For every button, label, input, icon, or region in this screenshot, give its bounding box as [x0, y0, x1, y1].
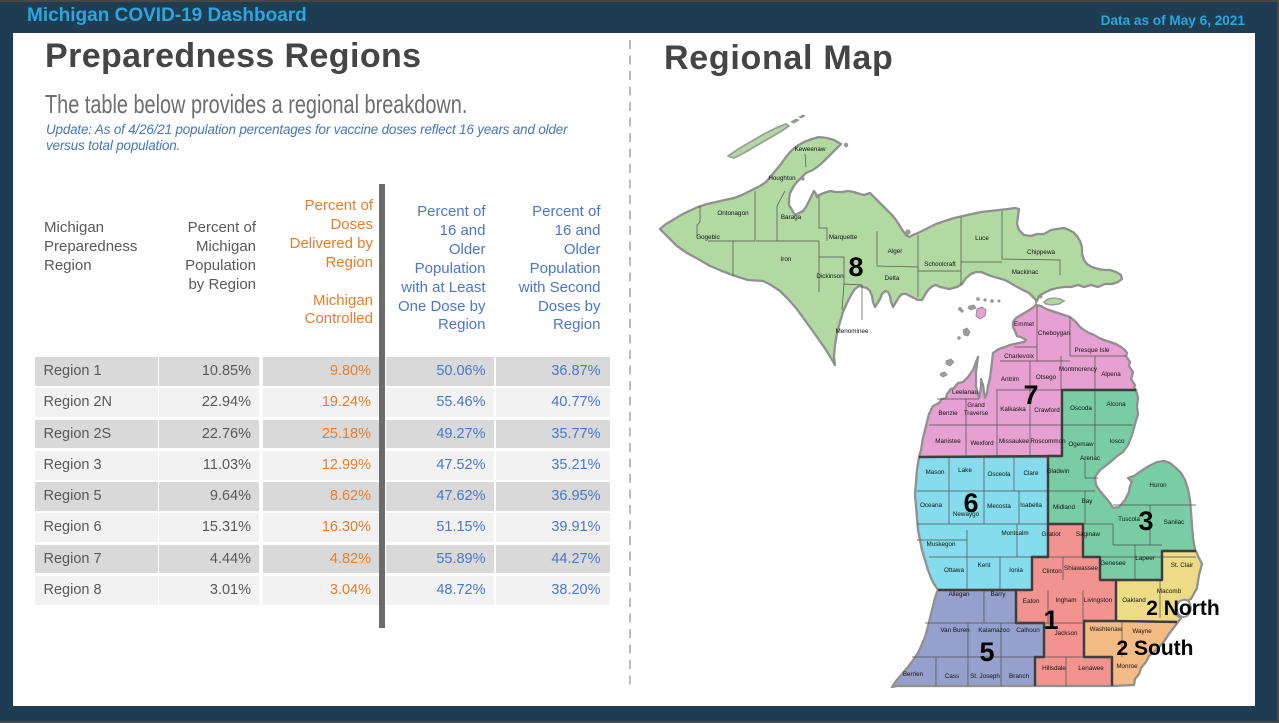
- svg-text:Emmet: Emmet: [1014, 321, 1034, 328]
- svg-text:Mecosta: Mecosta: [987, 503, 1011, 510]
- svg-text:Kalamazoo: Kalamazoo: [978, 627, 1010, 634]
- svg-text:Roscommon: Roscommon: [1030, 438, 1066, 445]
- svg-text:Alpena: Alpena: [1101, 371, 1121, 378]
- svg-text:Crawford: Crawford: [1034, 407, 1060, 414]
- svg-text:Newaygo: Newaygo: [953, 511, 980, 518]
- svg-text:6: 6: [963, 488, 978, 518]
- svg-text:Gratiot: Gratiot: [1042, 531, 1061, 538]
- svg-text:Hillsdale: Hillsdale: [1042, 665, 1066, 672]
- svg-text:Allegan: Allegan: [948, 591, 970, 598]
- svg-text:2 North: 2 North: [1146, 597, 1220, 620]
- svg-text:Iron: Iron: [781, 256, 792, 263]
- svg-text:Montcalm: Montcalm: [1001, 530, 1028, 537]
- svg-text:Missaukee: Missaukee: [999, 438, 1030, 445]
- svg-text:7: 7: [1023, 380, 1038, 410]
- svg-text:Marquette: Marquette: [829, 234, 858, 241]
- svg-text:Baraga: Baraga: [781, 214, 802, 221]
- svg-text:Washtenaw: Washtenaw: [1090, 626, 1123, 633]
- svg-text:Clare: Clare: [1023, 470, 1039, 477]
- svg-text:Oakland: Oakland: [1122, 597, 1146, 604]
- svg-text:Midland: Midland: [1053, 504, 1076, 511]
- svg-text:Oceana: Oceana: [920, 502, 943, 509]
- svg-text:Dickinson: Dickinson: [816, 273, 844, 280]
- svg-text:Houghton: Houghton: [768, 175, 796, 182]
- svg-text:Charlevoix: Charlevoix: [1004, 353, 1035, 360]
- svg-text:Benzie: Benzie: [938, 410, 958, 417]
- svg-text:Calhoun: Calhoun: [1016, 627, 1040, 634]
- svg-text:Berrien: Berrien: [903, 671, 924, 678]
- svg-text:Isabella: Isabella: [1020, 502, 1042, 509]
- svg-text:Sanilac: Sanilac: [1164, 519, 1185, 526]
- svg-text:St. Clair: St. Clair: [1171, 562, 1193, 569]
- svg-text:Genesee: Genesee: [1100, 560, 1126, 567]
- svg-text:Oscoda: Oscoda: [1070, 405, 1092, 412]
- svg-text:Alger: Alger: [888, 248, 903, 255]
- svg-text:Cass: Cass: [945, 673, 959, 680]
- svg-text:Wexford: Wexford: [970, 440, 994, 447]
- svg-text:Schoolcraft: Schoolcraft: [924, 261, 956, 268]
- svg-text:Wayne: Wayne: [1132, 628, 1152, 635]
- svg-text:Montmorency: Montmorency: [1059, 366, 1098, 373]
- svg-text:Macomb: Macomb: [1157, 588, 1182, 595]
- svg-text:Muskegon: Muskegon: [926, 541, 956, 548]
- svg-text:Cheboygan: Cheboygan: [1038, 330, 1071, 337]
- svg-text:Lenawee: Lenawee: [1078, 665, 1104, 672]
- svg-text:Keweenaw: Keweenaw: [795, 146, 826, 153]
- svg-text:Presque Isle: Presque Isle: [1074, 347, 1109, 354]
- svg-text:Branch: Branch: [1009, 673, 1029, 680]
- svg-text:Luce: Luce: [975, 235, 989, 242]
- svg-text:Eaton: Eaton: [1023, 598, 1040, 605]
- svg-text:Livingston: Livingston: [1084, 597, 1113, 604]
- svg-text:Delta: Delta: [885, 275, 900, 282]
- svg-text:Kalkaska: Kalkaska: [1000, 406, 1026, 413]
- svg-text:3: 3: [1138, 506, 1153, 536]
- svg-text:Ionia: Ionia: [1009, 567, 1023, 574]
- svg-text:Mackinac: Mackinac: [1012, 269, 1039, 276]
- svg-text:Osceola: Osceola: [987, 471, 1011, 478]
- svg-text:Grand: Grand: [967, 402, 985, 409]
- svg-text:2 South: 2 South: [1117, 637, 1194, 660]
- svg-text:Gogebic: Gogebic: [696, 234, 719, 241]
- svg-text:Ogemaw: Ogemaw: [1068, 441, 1094, 448]
- svg-text:Gladwin: Gladwin: [1047, 468, 1070, 475]
- svg-text:Monroe: Monroe: [1116, 663, 1138, 670]
- svg-text:Manistee: Manistee: [935, 438, 961, 445]
- svg-text:Bay: Bay: [1082, 498, 1094, 505]
- svg-text:Jackson: Jackson: [1054, 630, 1078, 637]
- svg-text:St. Joseph: St. Joseph: [970, 673, 1000, 680]
- svg-text:Iosco: Iosco: [1109, 438, 1125, 445]
- svg-text:Van Buren: Van Buren: [940, 627, 970, 634]
- svg-text:Ingham: Ingham: [1055, 597, 1076, 604]
- svg-text:1: 1: [1043, 605, 1058, 635]
- svg-text:Leelanau: Leelanau: [952, 389, 978, 396]
- svg-text:Lake: Lake: [958, 467, 972, 474]
- svg-text:Traverse: Traverse: [964, 410, 989, 417]
- svg-text:Lapeer: Lapeer: [1135, 555, 1155, 562]
- svg-text:Kent: Kent: [978, 562, 991, 569]
- svg-text:Ontonagon: Ontonagon: [717, 210, 749, 217]
- svg-text:Ottawa: Ottawa: [944, 567, 964, 574]
- svg-text:Saginaw: Saginaw: [1076, 531, 1101, 538]
- svg-text:Arenac: Arenac: [1080, 455, 1100, 462]
- svg-text:Huron: Huron: [1149, 482, 1167, 489]
- svg-text:5: 5: [979, 637, 994, 667]
- svg-text:Barry: Barry: [990, 591, 1006, 598]
- svg-text:Chippewa: Chippewa: [1027, 249, 1056, 256]
- svg-text:8: 8: [848, 252, 863, 282]
- svg-text:Alcona: Alcona: [1106, 401, 1126, 408]
- svg-text:Menominee: Menominee: [836, 328, 869, 335]
- svg-text:Tuscola: Tuscola: [1118, 516, 1140, 523]
- svg-text:Antrim: Antrim: [1001, 376, 1019, 383]
- svg-text:Mason: Mason: [926, 469, 945, 476]
- svg-text:Shiawassee: Shiawassee: [1064, 565, 1098, 572]
- svg-text:Clinton: Clinton: [1042, 568, 1062, 575]
- svg-text:Otsego: Otsego: [1036, 374, 1057, 381]
